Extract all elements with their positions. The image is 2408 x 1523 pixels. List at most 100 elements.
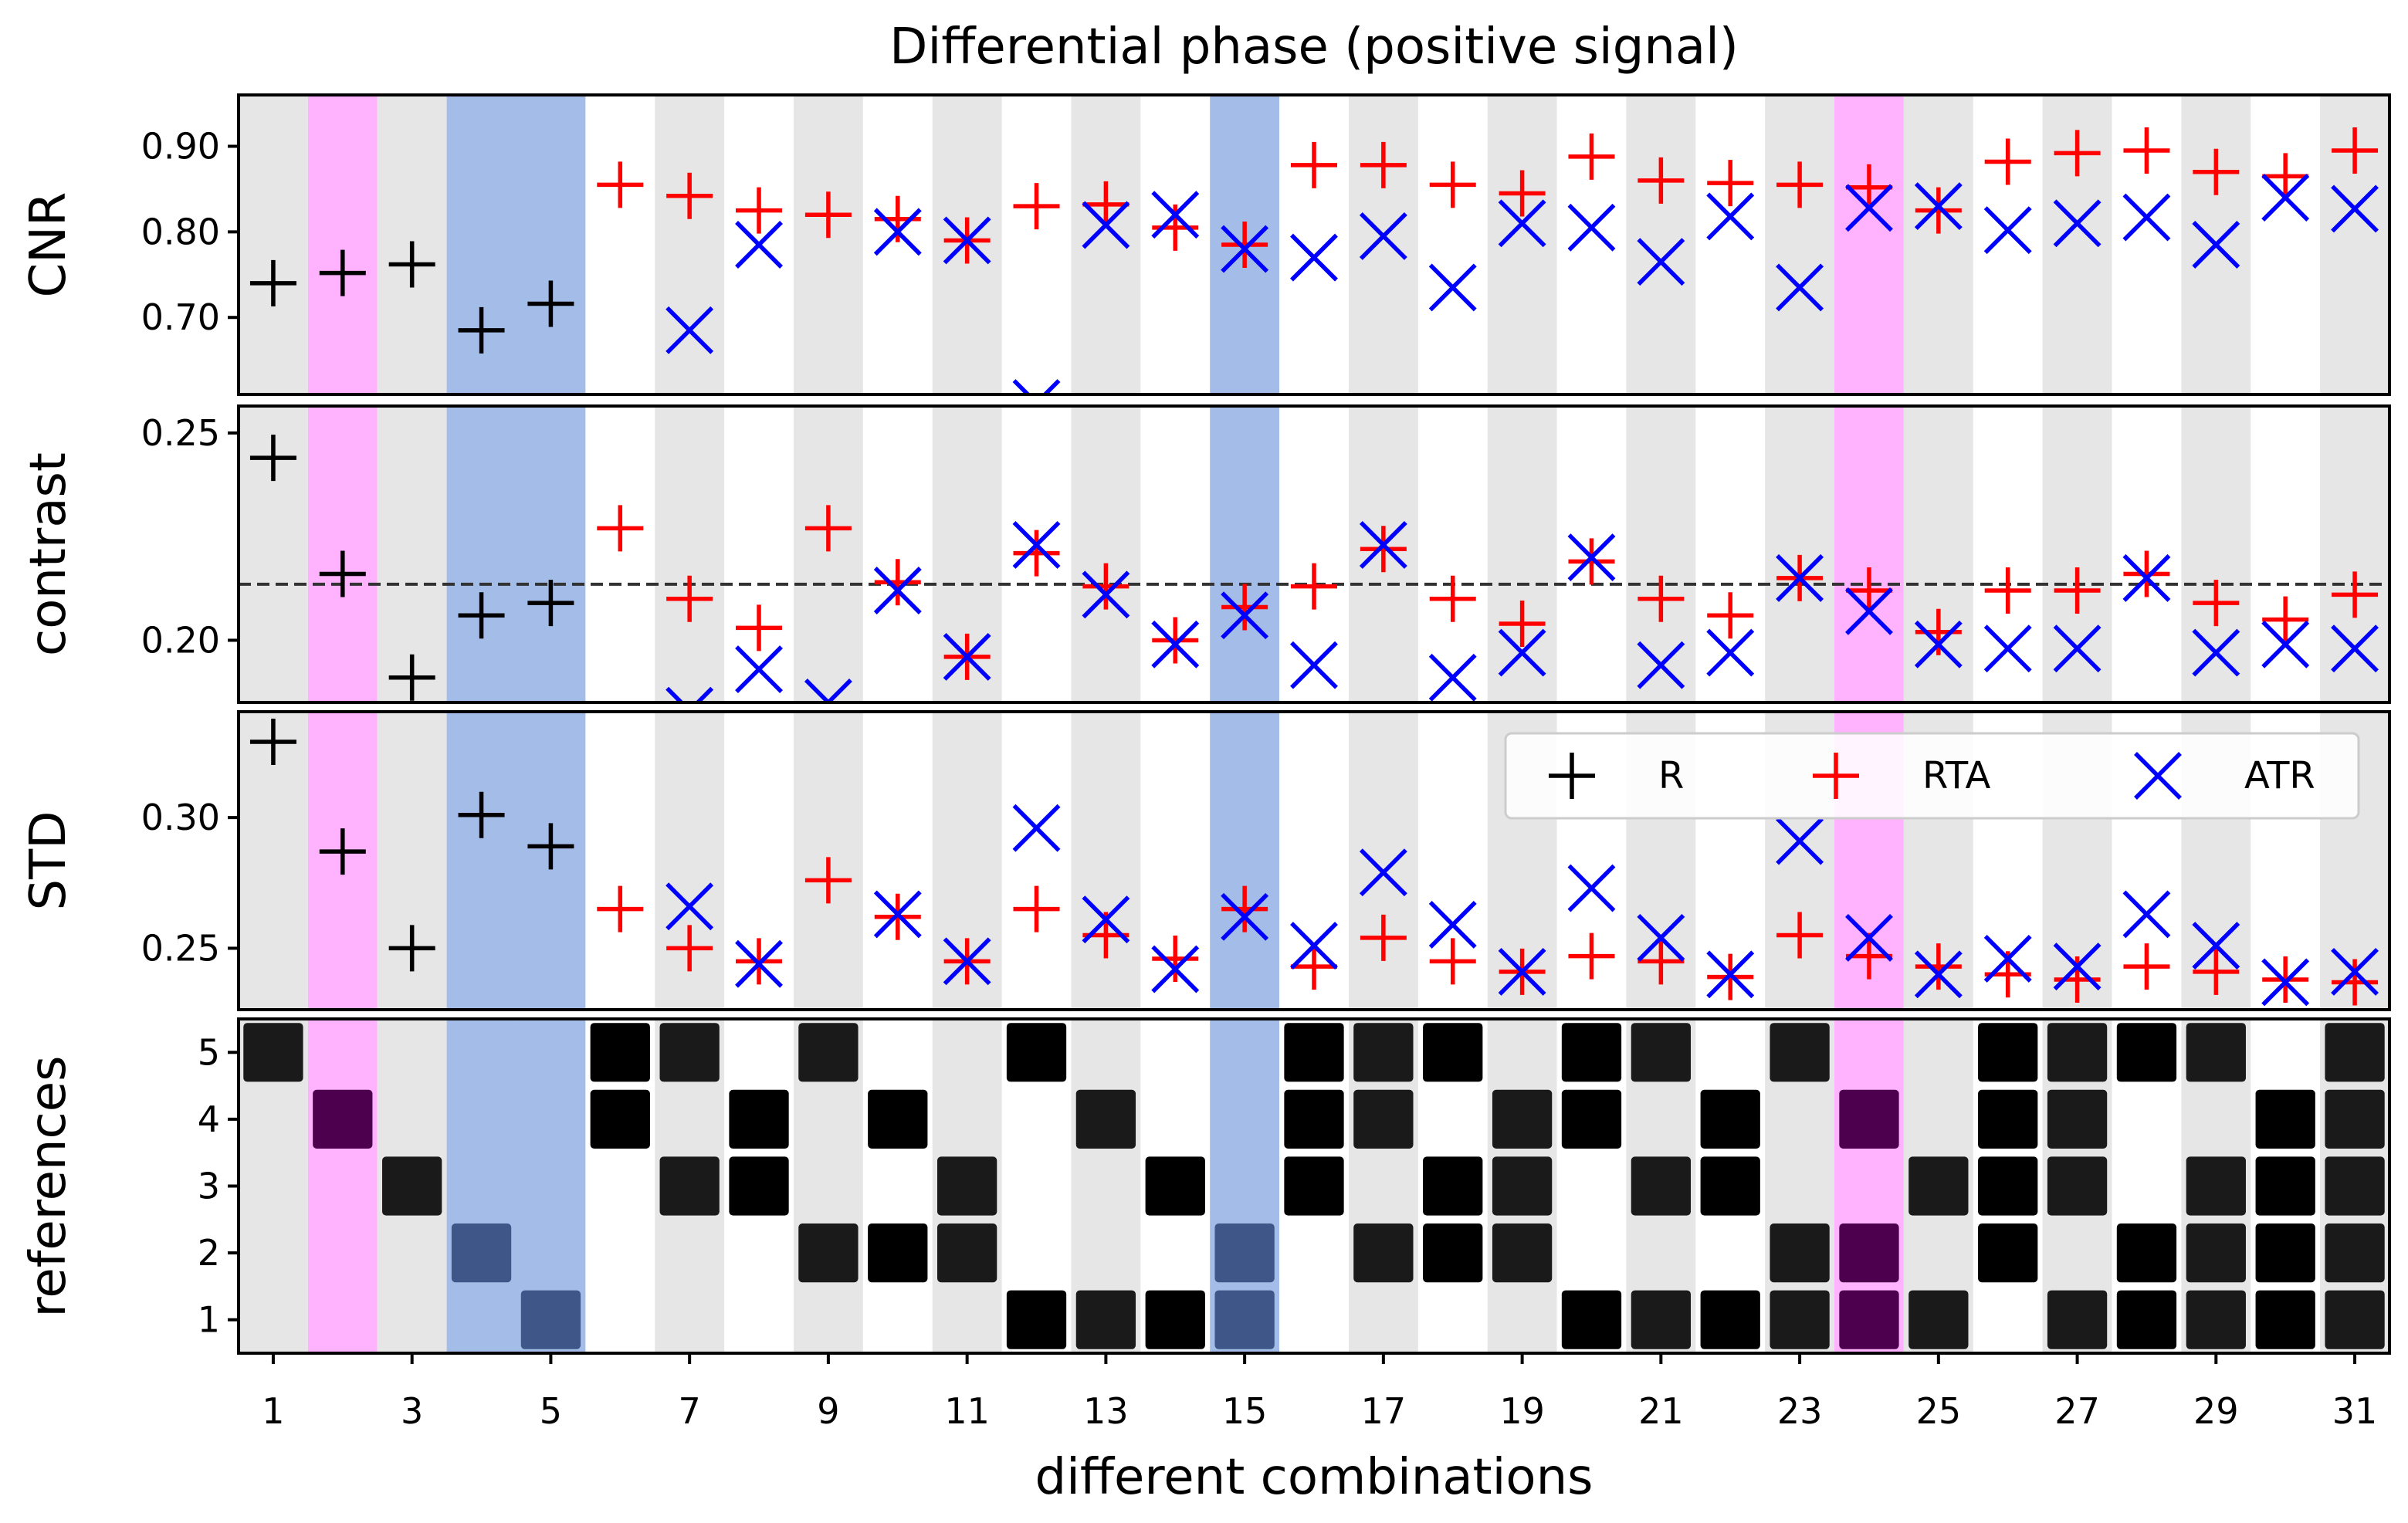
x-tick-label-25: 25 (1916, 1390, 1962, 1432)
panel-cnr-point-atr-29 (2192, 221, 2240, 269)
reference-cell-22-3 (1700, 1156, 1760, 1216)
reference-cell-13-4 (1075, 1089, 1136, 1149)
panel-contrast-point-r-2 (319, 550, 366, 597)
panel-contrast-point-r-1 (249, 435, 296, 482)
panel-cnr-point-rta-18 (1429, 161, 1476, 208)
panel-contrast-point-atr-29 (2192, 628, 2240, 677)
x-tick-label-27: 27 (2054, 1390, 2100, 1432)
reference-cell-27-5 (2047, 1023, 2108, 1082)
panel-std-ytick-label-1: 0.30 (141, 797, 220, 838)
reference-cell-26-2 (1978, 1223, 2038, 1283)
reference-cell-22-1 (1700, 1290, 1760, 1349)
panel-std-point-r-4 (458, 791, 505, 838)
panel-cnr-point-atr-10 (873, 208, 922, 256)
x-tick-label-15: 15 (1222, 1390, 1268, 1432)
panel-std-frame (237, 710, 2391, 1011)
panel-cnr-point-rta-6 (597, 161, 644, 208)
panel-cnr-ytick-label-2: 0.90 (141, 126, 220, 168)
panel-cnr-column-1 (239, 95, 308, 394)
panel-std-point-rta-21 (1638, 938, 1685, 985)
panel-std-point-atr-10 (873, 890, 922, 939)
panel-std-point-rta-9 (804, 857, 852, 904)
panel-contrast-point-rta-20 (1568, 538, 1615, 585)
reference-cell-10-4 (868, 1089, 928, 1149)
legend-label-rta: RTA (1922, 754, 1990, 797)
panel-std-ylabel: STD (20, 811, 77, 911)
panel-cnr: CNR 0.70 0.80 0.90 (20, 93, 2391, 396)
panel-contrast-ytick-label-1: 0.25 (141, 412, 220, 454)
panel-references-yaxis: references 1 2 3 4 5 (20, 1031, 239, 1341)
reference-cell-31-5 (2325, 1023, 2385, 1082)
panel-contrast-point-rta-18 (1429, 575, 1476, 622)
reference-cell-6-5 (590, 1023, 650, 1082)
reference-cell-29-2 (2186, 1223, 2246, 1283)
panel-contrast-point-atr-21 (1637, 641, 1685, 689)
panel-std-point-atr-22 (1706, 950, 1755, 999)
reference-cell-17-4 (1353, 1089, 1414, 1149)
panel-contrast-point-atr-20 (1567, 533, 1616, 581)
panel-contrast-point-atr-22 (1706, 628, 1755, 677)
reference-cell-27-3 (2047, 1156, 2108, 1216)
panel-cnr-point-atr-17 (1359, 212, 1407, 260)
reference-cell-26-5 (1978, 1023, 2038, 1082)
panel-std-point-atr-24 (1845, 913, 1893, 962)
legend-label-r: R (1658, 754, 1684, 797)
panel-cnr-marks (249, 127, 2379, 394)
reference-cell-31-1 (2325, 1290, 2385, 1349)
reference-cell-1-5 (243, 1023, 303, 1082)
panel-cnr-point-atr-23 (1776, 263, 1824, 312)
panel-std-point-atr-26 (1983, 935, 2032, 983)
reference-cell-23-1 (1770, 1290, 1830, 1349)
reference-cell-7-5 (659, 1023, 720, 1082)
reference-cell-21-1 (1631, 1290, 1691, 1349)
reference-cell-13-1 (1075, 1290, 1136, 1349)
panel-contrast-point-rta-15 (1221, 584, 1268, 631)
panel-contrast-point-rta-22 (1707, 592, 1754, 639)
panel-std-column-13 (1071, 712, 1141, 1010)
panel-cnr-frame (237, 93, 2391, 396)
panel-contrast-column-15 (1210, 406, 1280, 702)
panel-std-point-atr-20 (1567, 864, 1616, 912)
reference-cell-8-4 (729, 1089, 789, 1149)
panel-cnr-column-25 (1903, 95, 1973, 394)
panel-cnr-point-atr-12 (1012, 379, 1061, 394)
reference-cell-31-3 (2325, 1156, 2385, 1216)
panel-contrast-point-rta-21 (1638, 575, 1685, 622)
panel-std-ytick-label-0: 0.25 (141, 927, 220, 969)
x-tick-label-7: 7 (679, 1390, 701, 1432)
panel-contrast-point-rta-12 (1013, 530, 1060, 577)
x-tick-label-17: 17 (1361, 1390, 1407, 1432)
legend-marker-r-glyph (1549, 753, 1595, 799)
panel-cnr-point-atr-16 (1290, 233, 1338, 282)
panel-std-point-atr-23 (1776, 817, 1824, 865)
panel-cnr-column-17 (1348, 95, 1418, 394)
reference-cell-20-4 (1561, 1089, 1622, 1149)
panel-std-point-atr-27 (2053, 943, 2101, 991)
panel-std: STD 0.25 0.30 R RTA ATR (20, 710, 2391, 1011)
panel-references: references 1 2 3 4 5 (20, 1017, 2391, 1355)
reference-cell-9-5 (798, 1023, 859, 1082)
legend-label-atr: ATR (2244, 754, 2315, 797)
panel-cnr-column-24 (1834, 95, 1904, 394)
panel-std-point-rta-25 (1915, 943, 1962, 990)
panel-std-point-atr-13 (1082, 895, 1130, 944)
reference-cell-8-3 (729, 1156, 789, 1216)
panel-contrast-point-atr-27 (2053, 624, 2101, 673)
panel-contrast-yaxis: contrast 0.20 0.25 (20, 412, 239, 661)
reference-cell-27-1 (2047, 1290, 2108, 1349)
panel-std-column-15 (1210, 712, 1280, 1010)
reference-cell-15-1 (1214, 1290, 1275, 1349)
reference-cell-26-4 (1978, 1089, 2038, 1149)
panel-contrast-point-rta-6 (597, 505, 644, 552)
reference-cell-24-1 (1839, 1290, 1899, 1349)
panel-contrast-column-23 (1765, 406, 1835, 702)
reference-cell-7-3 (659, 1156, 720, 1216)
panel-std-point-atr-30 (2261, 958, 2310, 1007)
panel-cnr-point-rta-22 (1707, 160, 1754, 207)
panel-std-point-atr-14 (1151, 945, 1200, 993)
reference-cell-11-3 (937, 1156, 997, 1216)
reference-cell-25-1 (1908, 1290, 1969, 1349)
panel-contrast-point-rta-10 (874, 559, 921, 606)
legend-entry-rta: RTA (1813, 753, 1990, 799)
x-tick-label-13: 13 (1083, 1390, 1129, 1432)
